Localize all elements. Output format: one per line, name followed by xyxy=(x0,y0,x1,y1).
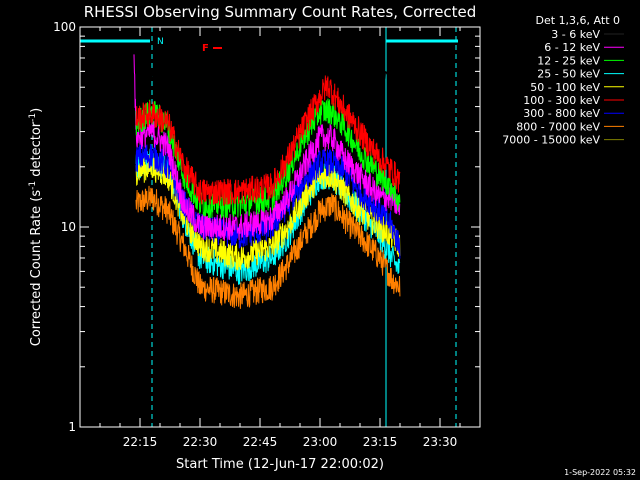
night-flag-label: N xyxy=(157,37,164,47)
x-tick-label: 22:45 xyxy=(243,435,278,449)
legend-label: 50 - 100 keV xyxy=(530,81,600,94)
x-tick-label: 23:30 xyxy=(423,435,458,449)
series-line-800-7000-kev xyxy=(135,185,401,309)
y-tick-label: 100 xyxy=(53,20,76,34)
y-axis-label: Corrected Count Rate (s-1 detector-1) xyxy=(28,108,44,346)
x-tick-label: 23:00 xyxy=(303,435,338,449)
x-axis-label: Start Time (12-Jun-17 22:00:02) xyxy=(176,457,384,472)
legend-label: 7000 - 15000 keV xyxy=(502,134,600,147)
chart-title: RHESSI Observing Summary Count Rates, Co… xyxy=(84,3,477,21)
legend-label: 800 - 7000 keV xyxy=(516,120,600,133)
series-line-100-300-kev xyxy=(135,74,401,206)
series-line-6-12-kev xyxy=(133,54,401,241)
series-line-3-6-kev xyxy=(135,65,405,82)
y-tick-label: 1 xyxy=(68,420,76,434)
flare-flag-label: F xyxy=(202,43,209,54)
y-tick-label: 10 xyxy=(61,220,76,234)
legend-label: 100 - 300 keV xyxy=(523,94,600,107)
legend-title: Det 1,3,6, Att 0 xyxy=(536,14,620,27)
legend-label: 6 - 12 keV xyxy=(544,41,600,54)
x-tick-label: 23:15 xyxy=(363,435,398,449)
legend-label: 25 - 50 keV xyxy=(537,68,600,81)
legend-label: 12 - 25 keV xyxy=(537,54,600,67)
axes: 1 10 100 22:15 22:30 22:45 23:00 23:15 23:30 xyxy=(53,20,481,449)
timestamp: 1-Sep-2022 05:32 xyxy=(564,468,636,477)
x-tick-label: 22:30 xyxy=(183,435,218,449)
plot-area: NF xyxy=(79,27,458,427)
legend-label: 3 - 6 keV xyxy=(551,28,600,41)
legend-label: 300 - 800 keV xyxy=(523,107,600,120)
x-tick-label: 22:15 xyxy=(123,435,158,449)
